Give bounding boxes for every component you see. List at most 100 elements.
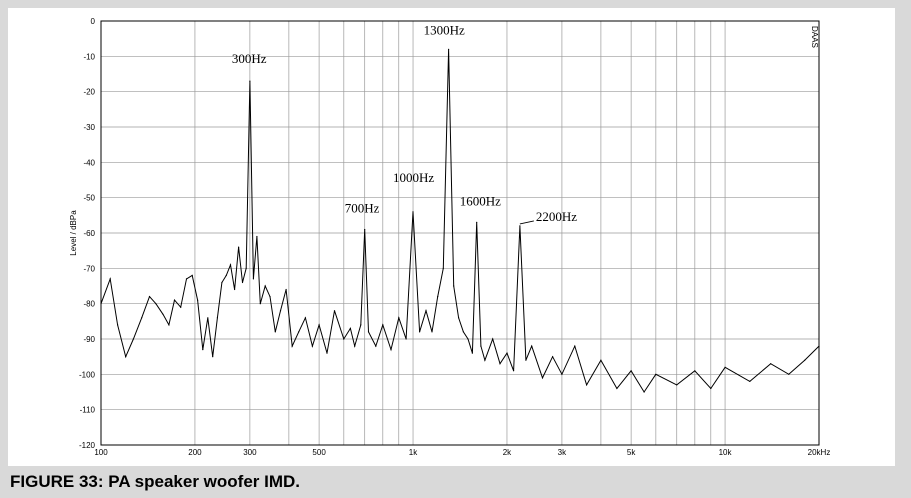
y-tick-label: -70 (83, 264, 95, 273)
chart-svg: 0 -10 -20 -30 -40 -50 -60 -70 -80 -90 -100 -110 -120… (69, 17, 831, 457)
spectrum-point (245, 267, 247, 269)
spectrum-point (676, 384, 678, 386)
spectrum-point (207, 317, 209, 319)
spectrum-point (234, 288, 236, 291)
spectrum-point (241, 281, 244, 284)
peak-label: 300Hz (232, 51, 267, 66)
spectrum-point (458, 317, 460, 319)
y-tick-label: 0 (91, 17, 96, 26)
spectrum-point (531, 345, 533, 347)
spectrum-point (125, 356, 127, 358)
x-tick-label: 300 (243, 448, 257, 457)
spectrum-point (471, 352, 473, 354)
spectrum-point (364, 228, 366, 231)
spectrum-point (360, 324, 362, 326)
spectrum-point (643, 391, 645, 393)
y-tick-label: -60 (83, 229, 95, 238)
spectrum-point (480, 345, 482, 347)
spectrum-point (541, 377, 544, 379)
spectrum-point (412, 211, 414, 213)
y-tick-label: -40 (83, 158, 95, 167)
spectrum-point (221, 281, 223, 284)
spectrum-point (519, 225, 521, 227)
spectrum-point (349, 327, 351, 329)
spectrum-point (462, 331, 464, 333)
spectrum-point (298, 331, 300, 333)
spectrum-point (419, 331, 421, 333)
spectrum-point (318, 324, 320, 326)
spectrum-point (274, 331, 276, 333)
peak-label: 1300Hz (424, 22, 465, 37)
x-tick-label: 20kHz (808, 448, 831, 457)
peak-label: 2200Hz (536, 209, 577, 224)
y-tick-label: -100 (79, 370, 96, 379)
spectrum-point (191, 274, 193, 276)
spectrum-point (256, 235, 258, 238)
peak-leader-line (519, 220, 534, 225)
spectrum-point (185, 278, 188, 280)
y-tick-label: -80 (83, 300, 95, 309)
spectrum-point (202, 349, 204, 351)
x-tick-label: 5k (627, 448, 636, 457)
spectrum-point (616, 387, 618, 390)
y-tick-label: -20 (83, 88, 95, 97)
spectrum-point (431, 331, 433, 333)
spectrum-point (499, 363, 501, 365)
spectrum-point (343, 338, 345, 340)
spectrum-point (354, 345, 356, 347)
spectrum-point (141, 317, 143, 319)
spectrum-point (476, 221, 478, 223)
spectrum-point (225, 274, 227, 276)
x-tick-label: 3k (558, 448, 567, 457)
x-tick-label: 200 (188, 448, 202, 457)
y-axis-label: Level / dBPa (69, 210, 78, 256)
spectrum-point (291, 345, 293, 347)
spectrum-point (724, 366, 726, 368)
spectrum-point (249, 80, 251, 82)
spectrum-point (180, 306, 182, 308)
spectrum-point (109, 278, 111, 280)
spectrum-point (375, 345, 377, 347)
spectrum-point (216, 317, 218, 319)
spectrum-point (173, 299, 176, 301)
spectrum-point (367, 331, 370, 333)
spectrum-point (749, 380, 751, 382)
spectrum-point (132, 338, 134, 340)
spectrum-point (252, 278, 254, 280)
spectrum-point (574, 345, 576, 347)
spectrum-point (229, 264, 232, 266)
spectrum-point (453, 285, 455, 287)
spectrum-point (525, 359, 527, 361)
spectrum-point (390, 349, 392, 351)
spectrum-point (492, 338, 494, 340)
y-tick-label: -110 (80, 406, 96, 415)
spectrum-point (513, 370, 515, 372)
spectrum-point (148, 296, 151, 298)
peak-label: 1600Hz (460, 193, 501, 208)
spectrum-point (600, 359, 602, 361)
spectrum-point (804, 359, 806, 361)
series-layer (100, 48, 820, 393)
peak-label: 700Hz (345, 200, 380, 215)
spectrum-point (561, 373, 563, 375)
spectrum-point (304, 317, 306, 319)
x-tick-label: 1k (409, 448, 418, 457)
spectrum-point (269, 296, 271, 298)
spectrum-point (382, 324, 384, 326)
spectrum-point (405, 338, 407, 340)
peak-label: 1000Hz (393, 170, 434, 185)
spectrum-point (788, 373, 790, 375)
spectrum-point (467, 338, 469, 340)
spectrum-point (770, 363, 772, 365)
spectrum-point (285, 288, 287, 291)
y-tick-label: -10 (83, 52, 95, 61)
peak-layer: 300Hz 700Hz 1000Hz 1300Hz 1600Hz 2200Hz (232, 22, 577, 225)
spectrum-point (398, 317, 400, 319)
x-tick-label: 2k (503, 448, 512, 457)
spectrum-point (506, 352, 508, 354)
spectrum-point (155, 303, 157, 305)
spectrum-point (168, 324, 170, 326)
spectrum-point (259, 303, 261, 305)
x-tick-label: 500 (312, 448, 326, 457)
